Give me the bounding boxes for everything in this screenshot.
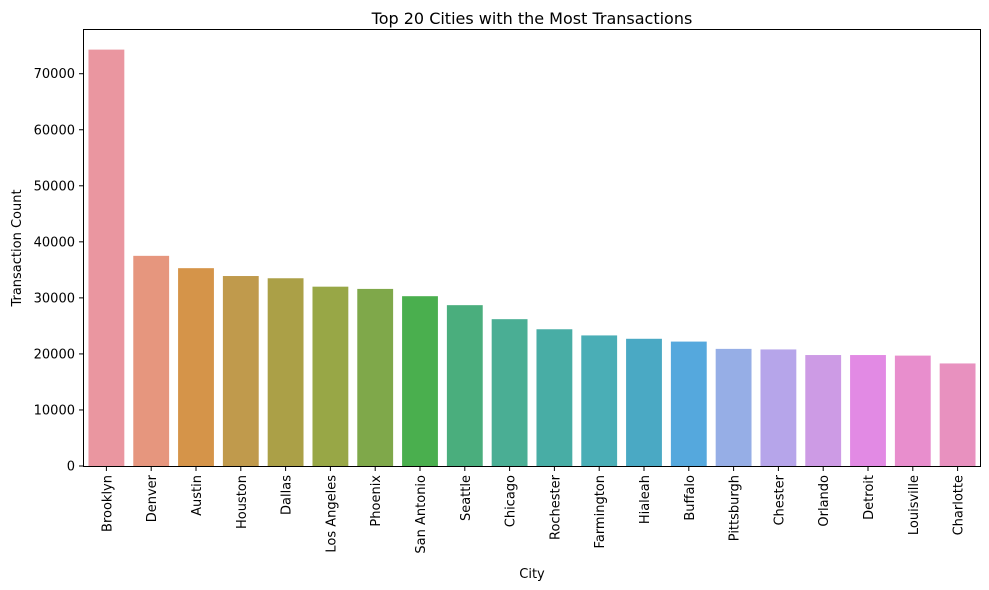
bar-chicago <box>491 319 528 466</box>
x-tick-label: Farmington <box>593 475 608 548</box>
x-tick-label: Orlando <box>817 475 832 527</box>
x-tick-label: Charlotte <box>952 475 967 535</box>
x-tick-label: Brooklyn <box>100 475 115 532</box>
bar-hialeah <box>626 338 662 466</box>
x-tick-label: Houston <box>235 475 250 529</box>
x-tick-label: Rochester <box>548 474 563 540</box>
y-tick-label: 50000 <box>34 179 75 194</box>
bar-louisville <box>894 355 931 466</box>
x-tick-label: San Antonio <box>414 475 429 554</box>
bar-houston <box>222 276 259 466</box>
bar-charlotte <box>939 363 976 466</box>
bar-farmington <box>581 335 618 466</box>
y-axis-label: Transaction Count <box>10 189 25 307</box>
x-tick-label: Louisville <box>907 475 922 535</box>
bar-buffalo <box>670 341 707 466</box>
bars-group <box>88 49 976 467</box>
y-tick-label: 10000 <box>34 403 75 418</box>
plot-frame <box>83 29 981 467</box>
x-tick-label: Phoenix <box>369 475 384 527</box>
bar-san-antonio <box>402 296 438 466</box>
x-tick-label: Los Angeles <box>324 475 339 553</box>
x-tick-label: Dallas <box>280 475 295 515</box>
x-tick-label: Denver <box>145 474 160 522</box>
x-tick-label: Pittsburgh <box>728 475 743 541</box>
x-tick-label: Chester <box>772 474 787 525</box>
x-tick-label: Hialeah <box>638 475 653 524</box>
bar-orlando <box>805 355 842 466</box>
y-tick-label: 60000 <box>34 123 75 138</box>
chart-title: Top 20 Cities with the Most Transactions <box>371 9 693 28</box>
bar-pittsburgh <box>715 348 752 466</box>
y-tick-label: 70000 <box>34 67 75 82</box>
bar-austin <box>178 268 214 466</box>
y-tick-label: 0 <box>67 460 75 475</box>
y-tick-label: 20000 <box>34 347 75 362</box>
y-tick-label: 40000 <box>34 235 75 250</box>
bar-brooklyn <box>88 49 125 467</box>
x-tick-label: Austin <box>190 475 205 516</box>
x-axis-label: City <box>519 567 545 582</box>
bar-rochester <box>536 329 573 466</box>
bar-detroit <box>850 355 886 466</box>
bar-seattle <box>446 305 483 466</box>
bar-chester <box>760 349 797 466</box>
x-tick-label: Buffalo <box>683 475 698 521</box>
bar-denver <box>133 255 170 466</box>
x-tick-label: Chicago <box>504 475 519 527</box>
x-axis-ticks: Brooklyn Denver Austin Houston Dallas Los Ang… <box>100 466 967 554</box>
bar-los-angeles <box>312 286 349 466</box>
bar-dallas <box>267 278 304 466</box>
y-axis-ticks: 0 10000 20000 30000 40000 50000 60000 70000 <box>34 67 84 475</box>
y-tick-label: 30000 <box>34 291 75 306</box>
bar-phoenix <box>357 288 394 466</box>
x-tick-label: Seattle <box>459 475 474 521</box>
x-tick-label: Detroit <box>862 475 877 520</box>
